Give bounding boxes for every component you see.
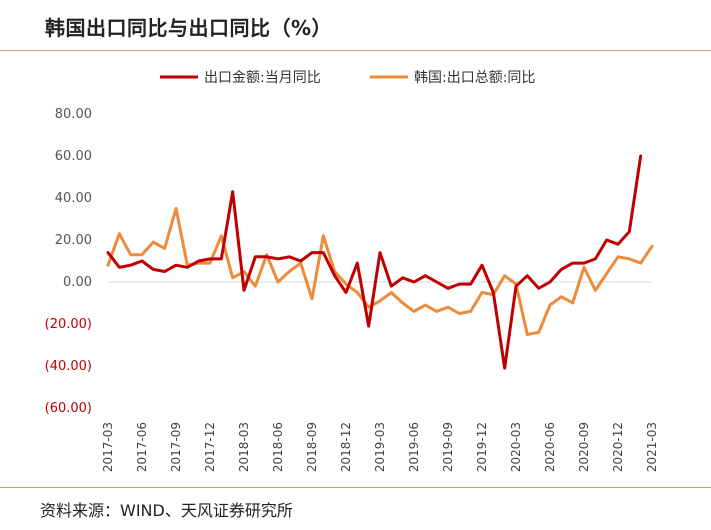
x-tick-label: 2017-09 (169, 422, 183, 472)
x-tick-label: 2018-12 (339, 422, 353, 472)
legend-label-1: 出口金额:当月同比 (204, 70, 321, 86)
x-tick-label: 2019-06 (407, 422, 421, 472)
y-tick-label: 80.00 (55, 107, 92, 122)
x-tick-label: 2020-12 (611, 422, 625, 472)
x-tick-label: 2017-12 (203, 422, 217, 472)
x-tick-label: 2019-09 (441, 422, 455, 472)
x-tick-label: 2019-03 (373, 422, 387, 472)
page-title: 韩国出口同比与出口同比（%） (45, 16, 333, 40)
x-tick-label: 2018-06 (271, 422, 285, 472)
y-axis-ticks: 80.00 60.00 40.00 20.00 0.00 (20.00) (40.00) (6… (45, 107, 92, 416)
x-tick-label: 2020-09 (577, 422, 591, 472)
x-tick-label: 2018-03 (237, 422, 251, 472)
x-tick-label: 2020-06 (543, 422, 557, 472)
x-tick-label: 2017-06 (135, 422, 149, 472)
line-chart: 出口金额:当月同比 韩国:出口总额:同比 80.00 60.00 40.00 20.00… (45, 70, 659, 472)
y-tick-label: 40.00 (55, 191, 92, 206)
x-axis-ticks: 2017-03 2017-06 2017-09 2017-12 2018-03 2018-… (101, 422, 659, 472)
legend: 出口金额:当月同比 韩国:出口总额:同比 (160, 70, 535, 86)
x-tick-label: 2018-09 (305, 422, 319, 472)
legend-label-2: 韩国:出口总额:同比 (414, 70, 535, 86)
series-lines (106, 154, 654, 370)
top-divider (0, 50, 711, 51)
x-tick-label: 2019-12 (475, 422, 489, 472)
series-line-1 (106, 154, 643, 370)
source-note: 资料来源：WIND、天风证券研究所 (40, 501, 293, 520)
y-tick-label: (40.00) (45, 359, 92, 374)
x-tick-label: 2021-03 (645, 422, 659, 472)
series-line-2 (106, 207, 654, 336)
y-tick-label: 0.00 (63, 275, 92, 290)
y-tick-label: (20.00) (45, 317, 92, 332)
y-tick-label: (60.00) (45, 401, 92, 416)
bottom-divider (0, 487, 711, 488)
x-tick-label: 2017-03 (101, 422, 115, 472)
y-tick-label: 60.00 (55, 149, 92, 164)
y-tick-label: 20.00 (55, 233, 92, 248)
x-tick-label: 2020-03 (509, 422, 523, 472)
